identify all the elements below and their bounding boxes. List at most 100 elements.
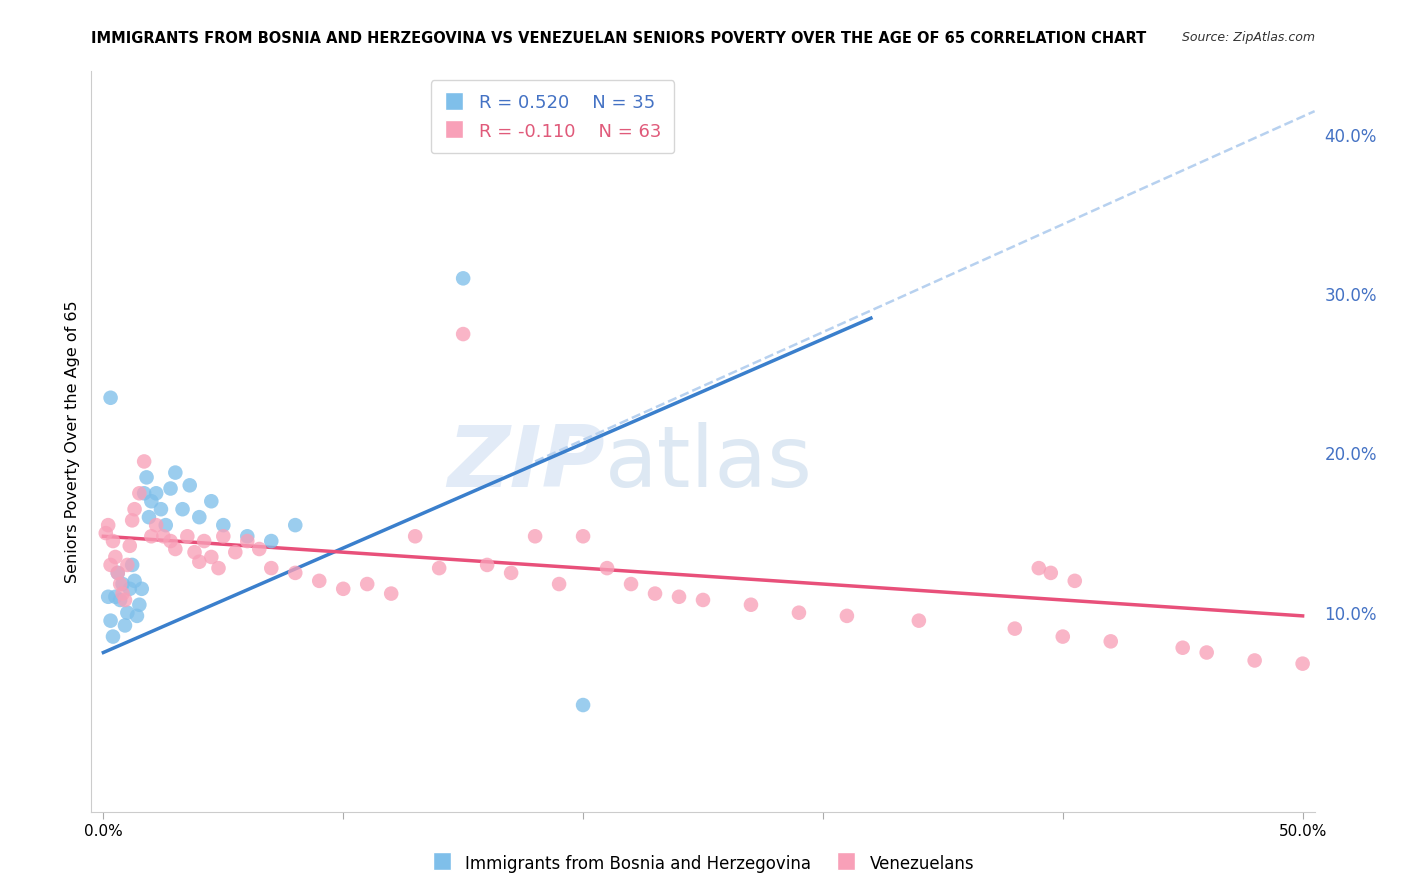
Text: ZIP: ZIP [447,422,605,505]
Point [104,590,127,604]
Point [94,526,117,541]
Point [501,566,523,580]
Point [200,549,222,564]
Point [114,618,136,632]
Text: atlas: atlas [605,422,813,505]
Point [165,541,187,556]
Point [183,545,205,559]
Point [572,529,595,543]
Point [152,529,174,543]
Point [108,593,131,607]
Point [145,486,167,500]
Point [104,549,127,564]
Point [97,518,120,533]
Point [135,470,157,484]
Point [284,566,307,580]
Point [1063,574,1085,588]
Point [107,566,129,580]
Point [117,558,139,572]
Point [247,541,270,556]
Point [451,327,474,342]
Point [908,614,931,628]
Point [572,698,595,712]
Point [260,561,283,575]
Point [118,582,141,596]
Point [101,534,124,549]
Point [134,454,156,468]
Point [108,577,131,591]
Point [1243,653,1265,667]
Point [475,558,498,572]
Point [427,561,450,575]
Point [176,529,198,543]
Point [118,539,141,553]
Point [179,478,201,492]
Point [159,482,181,496]
Point [121,513,143,527]
Point [101,630,124,644]
Point [356,577,378,591]
Point [1039,566,1062,580]
Point [692,593,714,607]
Point [141,529,163,543]
Point [1028,561,1050,575]
Point [200,494,222,508]
Point [97,590,120,604]
Point [100,558,122,572]
Text: Source: ZipAtlas.com: Source: ZipAtlas.com [1181,31,1315,45]
Point [100,391,122,405]
Point [236,529,259,543]
Legend: R = 0.520    N = 35, R = -0.110    N = 63: R = 0.520 N = 35, R = -0.110 N = 63 [430,80,675,153]
Point [125,608,148,623]
Point [124,574,146,588]
Point [193,534,215,549]
Point [188,510,211,524]
Point [224,545,246,559]
Point [212,529,235,543]
Point [404,529,426,543]
Point [165,466,187,480]
Point [260,534,283,549]
Point [207,561,229,575]
Point [620,577,643,591]
Point [1099,634,1122,648]
Point [596,561,619,575]
Point [668,590,690,604]
Point [134,486,156,500]
Point [332,582,354,596]
Point [1171,640,1194,655]
Point [100,614,122,628]
Point [740,598,762,612]
Point [787,606,810,620]
Point [107,566,129,580]
Point [149,502,172,516]
Point [835,608,858,623]
Point [1004,622,1026,636]
Point [114,593,136,607]
Text: IMMIGRANTS FROM BOSNIA AND HERZEGOVINA VS VENEZUELAN SENIORS POVERTY OVER THE AG: IMMIGRANTS FROM BOSNIA AND HERZEGOVINA V… [91,31,1147,46]
Point [1052,630,1074,644]
Point [117,606,139,620]
Point [212,518,235,533]
Point [128,486,150,500]
Point [451,271,474,285]
Point [121,558,143,572]
Point [524,529,547,543]
Point [236,534,259,549]
Point [159,534,181,549]
Point [380,586,402,600]
Point [138,510,160,524]
Point [548,577,571,591]
Point [308,574,330,588]
Point [188,555,211,569]
Point [111,577,134,591]
Point [145,518,167,533]
Point [1291,657,1313,671]
Y-axis label: Seniors Poverty Over the Age of 65: Seniors Poverty Over the Age of 65 [65,301,80,582]
Point [124,502,146,516]
Point [131,582,153,596]
Point [284,518,307,533]
Point [111,586,134,600]
Point [141,494,163,508]
Legend: Immigrants from Bosnia and Herzegovina, Venezuelans: Immigrants from Bosnia and Herzegovina, … [425,847,981,880]
